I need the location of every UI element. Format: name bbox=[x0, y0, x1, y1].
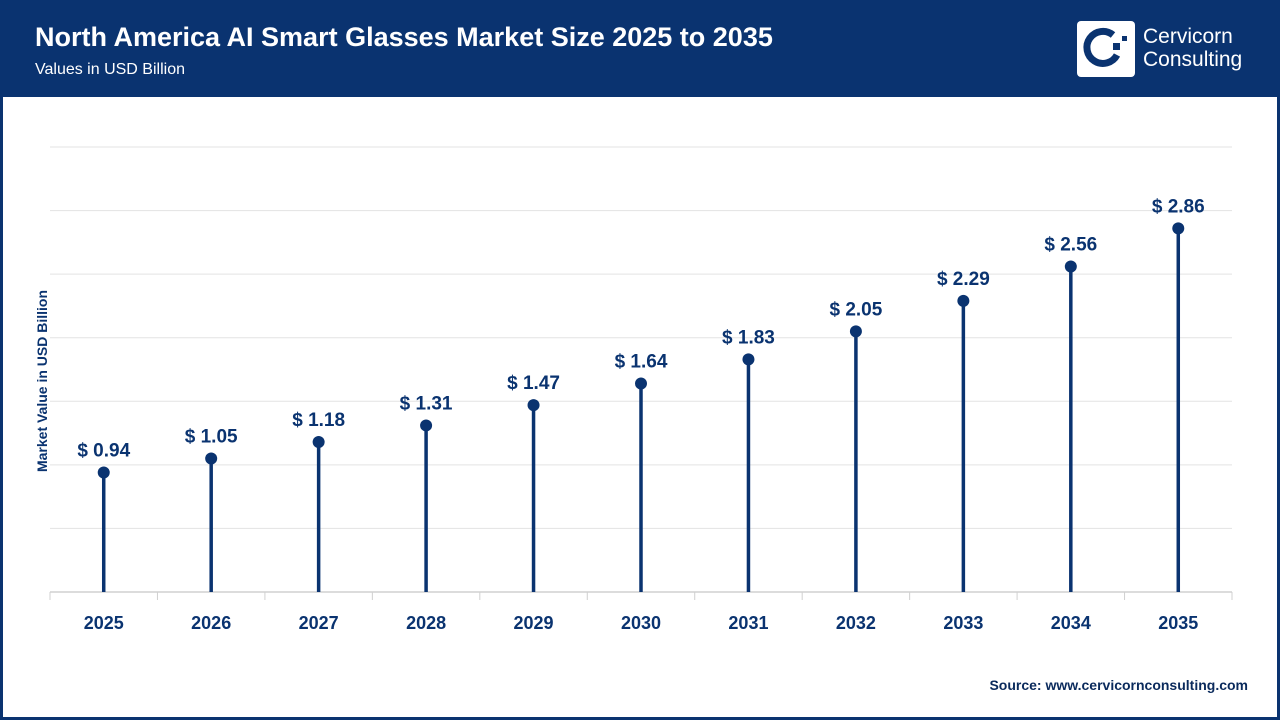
logo-text: Cervicorn Consulting bbox=[1143, 25, 1242, 71]
x-tick-label: 2035 bbox=[1158, 613, 1198, 633]
data-point bbox=[420, 419, 433, 432]
x-tick-label: 2033 bbox=[943, 613, 983, 633]
data-label: $ 2.56 bbox=[1044, 235, 1097, 256]
data-label: $ 1.64 bbox=[615, 351, 668, 372]
data-label: $ 0.94 bbox=[77, 440, 130, 461]
x-tick-label: 2031 bbox=[728, 613, 768, 633]
data-point bbox=[957, 294, 970, 307]
y-axis-label: Market Value in USD Billion bbox=[34, 289, 50, 473]
data-point bbox=[849, 325, 862, 338]
x-tick-label: 2025 bbox=[84, 613, 124, 633]
data-label: $ 1.47 bbox=[507, 373, 560, 394]
data-label: $ 1.05 bbox=[185, 427, 238, 448]
x-tick-label: 2032 bbox=[836, 613, 876, 633]
data-label: $ 2.05 bbox=[829, 299, 882, 320]
data-point bbox=[742, 353, 755, 366]
data-point bbox=[635, 377, 647, 390]
data-label: $ 1.31 bbox=[400, 393, 453, 414]
data-label: $ 1.18 bbox=[292, 410, 345, 431]
data-point bbox=[527, 399, 540, 412]
data-label: $ 2.29 bbox=[937, 269, 990, 290]
x-tick-label: 2034 bbox=[1051, 613, 1091, 633]
chart-subtitle: Values in USD Billion bbox=[35, 61, 185, 78]
data-label: $ 1.83 bbox=[722, 327, 775, 348]
logo-line1: Cervicorn bbox=[1143, 25, 1233, 48]
cervicorn-logo-icon bbox=[1077, 21, 1135, 77]
data-point bbox=[312, 435, 325, 448]
logo-line2: Consulting bbox=[1143, 48, 1243, 71]
source-note: Source: www.cervicornconsulting.com bbox=[989, 677, 1248, 693]
x-tick-label: 2029 bbox=[514, 613, 554, 633]
data-label: $ 2.86 bbox=[1152, 196, 1205, 217]
x-tick-label: 2030 bbox=[621, 613, 661, 633]
x-tick-label: 2027 bbox=[299, 613, 339, 633]
data-point bbox=[1064, 260, 1077, 273]
data-point bbox=[97, 466, 110, 479]
x-tick-label: 2028 bbox=[406, 613, 446, 633]
header-banner: North America AI Smart Glasses Market Si… bbox=[0, 0, 1280, 97]
chart-title: North America AI Smart Glasses Market Si… bbox=[35, 22, 773, 52]
x-tick-label: 2026 bbox=[191, 613, 231, 633]
data-point bbox=[1172, 222, 1185, 235]
data-point bbox=[205, 452, 218, 465]
